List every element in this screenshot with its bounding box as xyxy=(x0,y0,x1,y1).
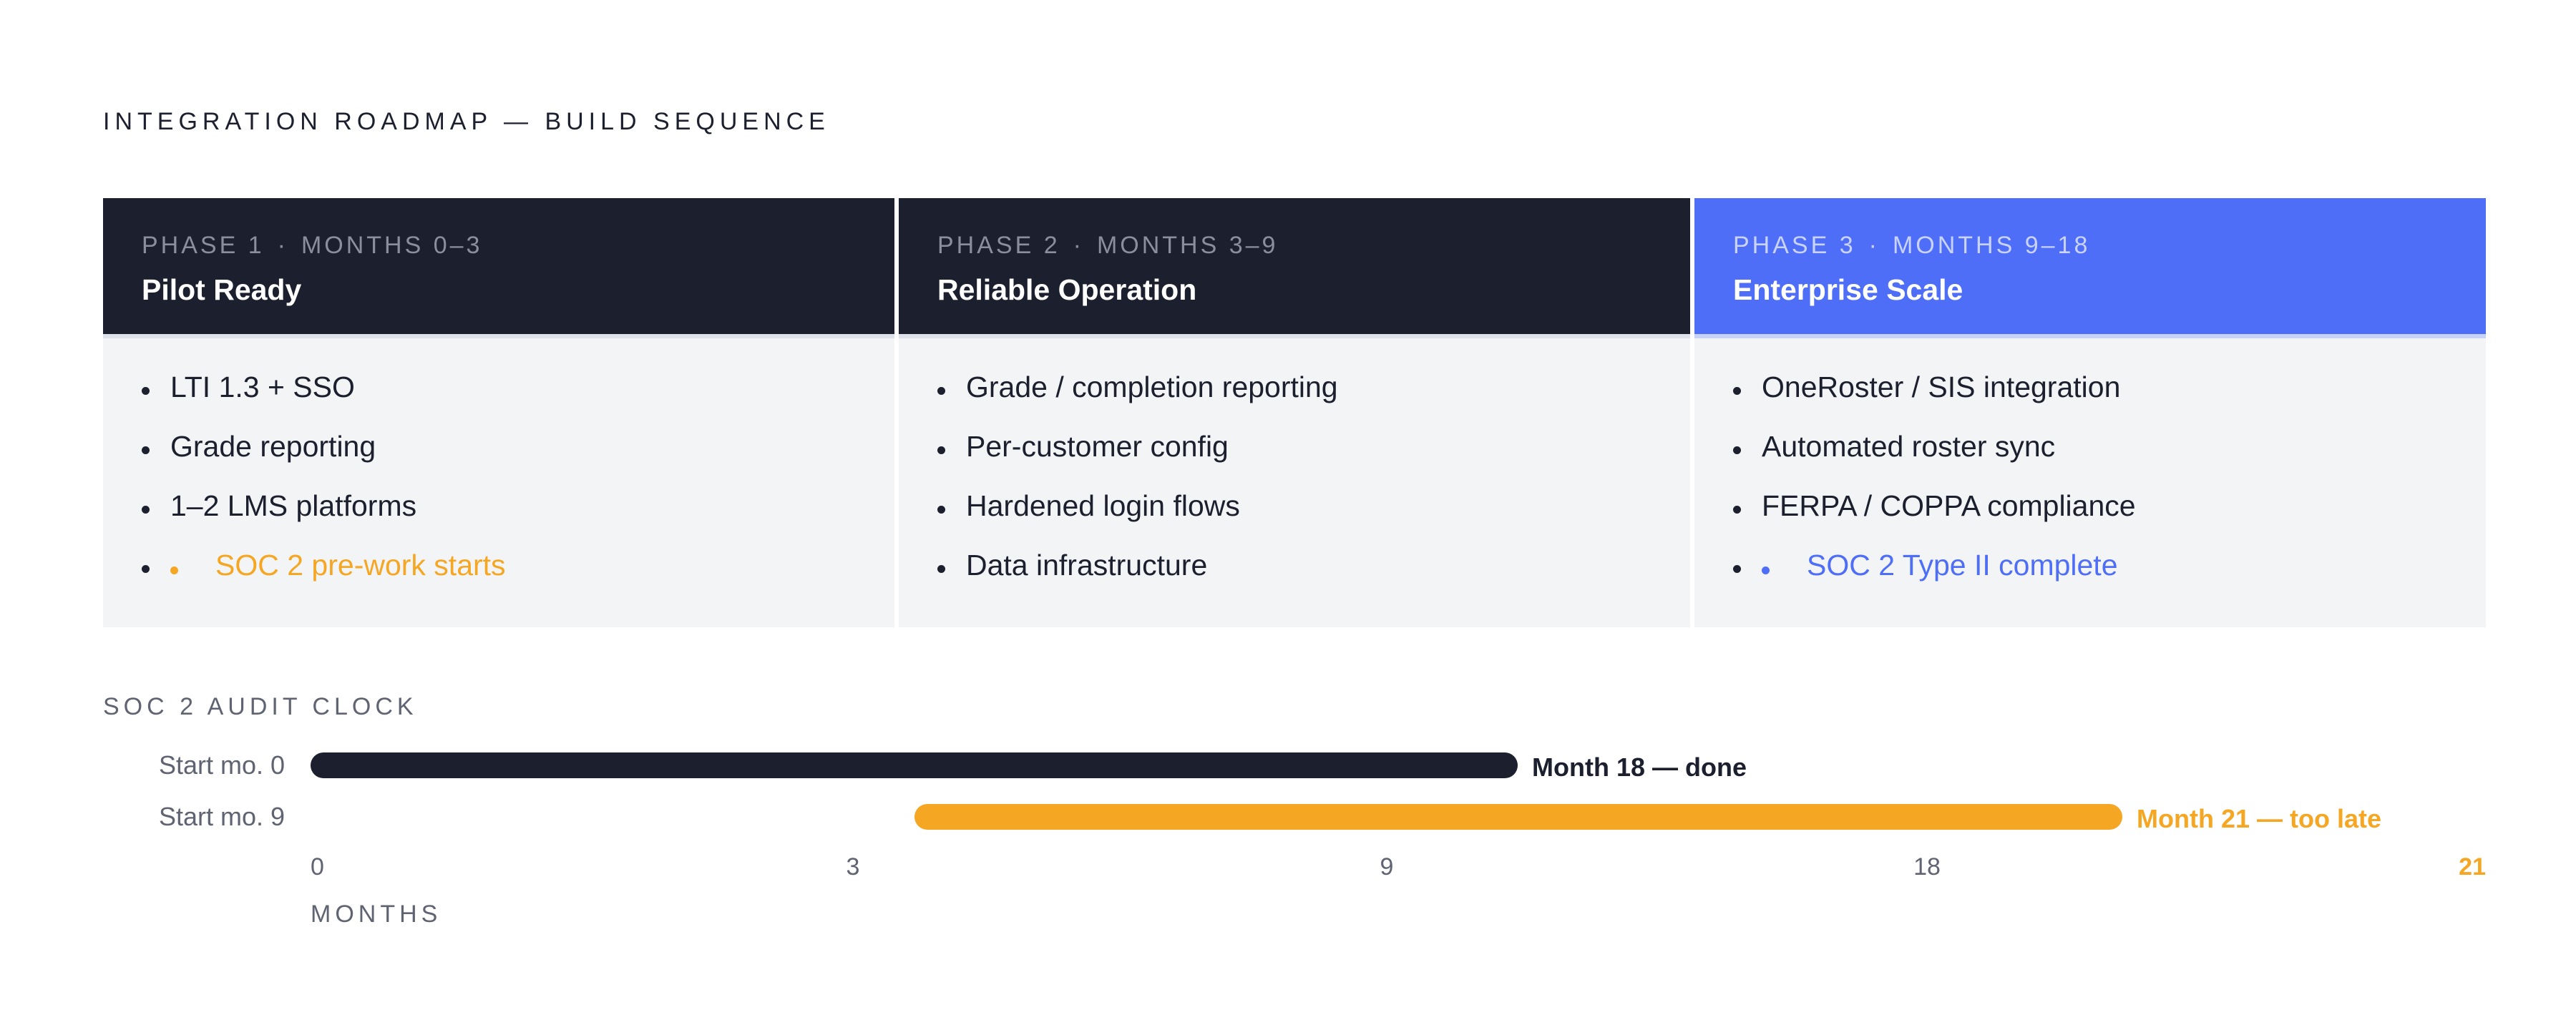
axis-tick-21: 21 xyxy=(2459,853,2486,881)
phase-months: MONTHS 0–3 xyxy=(301,232,483,259)
phase-name: Reliable Operation xyxy=(937,273,1197,306)
highlight-dot-icon xyxy=(1762,566,1770,574)
phase-header: PHASE 2 · MONTHS 3–9 Reliable Operation xyxy=(899,198,1690,338)
bullet-icon xyxy=(937,446,945,454)
bullet-icon xyxy=(937,387,945,395)
phase-header: PHASE 3 · MONTHS 9–18 Enterprise Scale xyxy=(1694,198,2486,338)
phase-name: Enterprise Scale xyxy=(1733,273,1963,306)
separator-dot: · xyxy=(1868,232,1880,259)
list-item: Per-customer config xyxy=(937,429,1652,489)
bullet-icon xyxy=(937,565,945,573)
list-item: FERPA / COPPA compliance xyxy=(1733,489,2447,548)
deliverables-list: LTI 1.3 + SSO Grade reporting 1–2 LMS pl… xyxy=(142,370,856,607)
item-text: SOC 2 Type II complete xyxy=(1807,549,2118,582)
phase-body: OneRoster / SIS integration Automated ro… xyxy=(1694,338,2486,627)
phase-meta: PHASE 3 · MONTHS 9–18 xyxy=(1733,231,2447,260)
list-item: Data infrastructure xyxy=(937,548,1652,607)
phase-body: LTI 1.3 + SSO Grade reporting 1–2 LMS pl… xyxy=(103,338,894,627)
item-text: OneRoster / SIS integration xyxy=(1762,371,2121,403)
timeline-bar-start-0 xyxy=(311,752,1518,778)
deliverables-list: Grade / completion reporting Per-custome… xyxy=(937,370,1652,607)
list-item: Grade / completion reporting xyxy=(937,370,1652,429)
row-label-start-0: Start mo. 0 xyxy=(158,750,285,780)
phase-label: PHASE 3 xyxy=(1733,232,1856,259)
axis-title: MONTHS xyxy=(311,901,442,928)
item-text: Per-customer config xyxy=(966,430,1229,463)
bullet-icon xyxy=(142,506,150,514)
axis-tick-18: 18 xyxy=(1913,853,1941,881)
item-text: 1–2 LMS platforms xyxy=(170,489,417,522)
phase-1-column: PHASE 1 · MONTHS 0–3 Pilot Ready LTI 1.3 +… xyxy=(103,198,894,627)
bullet-icon xyxy=(1733,387,1741,395)
list-item: Hardened login flows xyxy=(937,489,1652,548)
item-text: LTI 1.3 + SSO xyxy=(170,371,355,403)
bullet-icon xyxy=(937,506,945,514)
item-text: Grade reporting xyxy=(170,430,376,463)
item-text: SOC 2 pre-work starts xyxy=(215,549,506,582)
list-item: Automated roster sync xyxy=(1733,429,2447,489)
phase-months: MONTHS 3–9 xyxy=(1096,232,1279,259)
deliverables-list: OneRoster / SIS integration Automated ro… xyxy=(1733,370,2447,607)
phase-meta: PHASE 2 · MONTHS 3–9 xyxy=(937,231,1652,260)
separator-dot: · xyxy=(277,232,288,259)
list-item: LTI 1.3 + SSO xyxy=(142,370,856,429)
highlight-dot-icon xyxy=(170,566,178,574)
list-item: OneRoster / SIS integration xyxy=(1733,370,2447,429)
row-label-start-9: Start mo. 9 xyxy=(158,802,285,831)
phase-columns: PHASE 1 · MONTHS 0–3 Pilot Ready LTI 1.3 +… xyxy=(103,198,2486,627)
phase-2-column: PHASE 2 · MONTHS 3–9 Reliable Operation Gr… xyxy=(899,198,1690,627)
page-title: INTEGRATION ROADMAP — BUILD SEQUENCE xyxy=(103,108,830,135)
item-text: Hardened login flows xyxy=(966,489,1240,522)
phase-3-column: PHASE 3 · MONTHS 9–18 Enterprise Scale One… xyxy=(1694,198,2486,627)
bar-end-label: Month 21 — too late xyxy=(2137,804,2381,833)
bullet-icon xyxy=(1733,446,1741,454)
phase-header: PHASE 1 · MONTHS 0–3 Pilot Ready xyxy=(103,198,894,338)
bullet-icon xyxy=(142,446,150,454)
audit-clock-title: SOC 2 AUDIT CLOCK xyxy=(103,693,418,720)
list-item-highlight: SOC 2 Type II complete xyxy=(1733,548,2447,607)
phase-name: Pilot Ready xyxy=(142,273,302,306)
phase-meta: PHASE 1 · MONTHS 0–3 xyxy=(142,231,856,260)
bar-end-label: Month 18 — done xyxy=(1532,752,1747,782)
list-item: Grade reporting xyxy=(142,429,856,489)
phase-label: PHASE 1 xyxy=(142,232,265,259)
bullet-icon xyxy=(142,565,150,573)
bullet-icon xyxy=(142,387,150,395)
axis-tick-0: 0 xyxy=(311,853,324,881)
bullet-icon xyxy=(1733,506,1741,514)
axis-tick-3: 3 xyxy=(846,853,860,881)
list-item-highlight: SOC 2 pre-work starts xyxy=(142,548,856,607)
item-text: Grade / completion reporting xyxy=(966,371,1338,403)
item-text: Automated roster sync xyxy=(1762,430,2056,463)
phase-months: MONTHS 9–18 xyxy=(1892,232,2091,259)
item-text: FERPA / COPPA compliance xyxy=(1762,489,2136,522)
bullet-icon xyxy=(1733,565,1741,573)
list-item: 1–2 LMS platforms xyxy=(142,489,856,548)
axis-tick-9: 9 xyxy=(1380,853,1394,881)
item-text: Data infrastructure xyxy=(966,549,1208,582)
separator-dot: · xyxy=(1073,232,1084,259)
timeline-bar-start-9 xyxy=(914,804,2122,830)
phase-label: PHASE 2 xyxy=(937,232,1060,259)
phase-body: Grade / completion reporting Per-custome… xyxy=(899,338,1690,627)
